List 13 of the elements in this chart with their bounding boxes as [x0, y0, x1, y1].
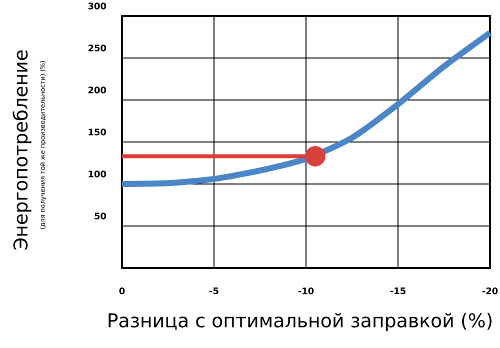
x-tick-label: -5 — [210, 288, 218, 294]
y-tick-label: 100 — [88, 170, 106, 178]
x-axis-title: Разница с оптимальной заправкой (%) — [108, 312, 492, 332]
y-tick-label: 200 — [88, 86, 106, 94]
y-tick-label: 50 — [94, 212, 106, 220]
y-tick-label: 300 — [88, 2, 106, 10]
x-tick-label: -10 — [298, 288, 314, 294]
y-axis-title: Энергопотребление — [12, 50, 32, 250]
x-tick-label: -20 — [482, 288, 498, 294]
y-tick-label: 150 — [88, 128, 106, 136]
y-tick-label: 250 — [88, 44, 106, 52]
x-tick-label: 0 — [119, 288, 125, 294]
x-tick-label: -15 — [390, 288, 406, 294]
